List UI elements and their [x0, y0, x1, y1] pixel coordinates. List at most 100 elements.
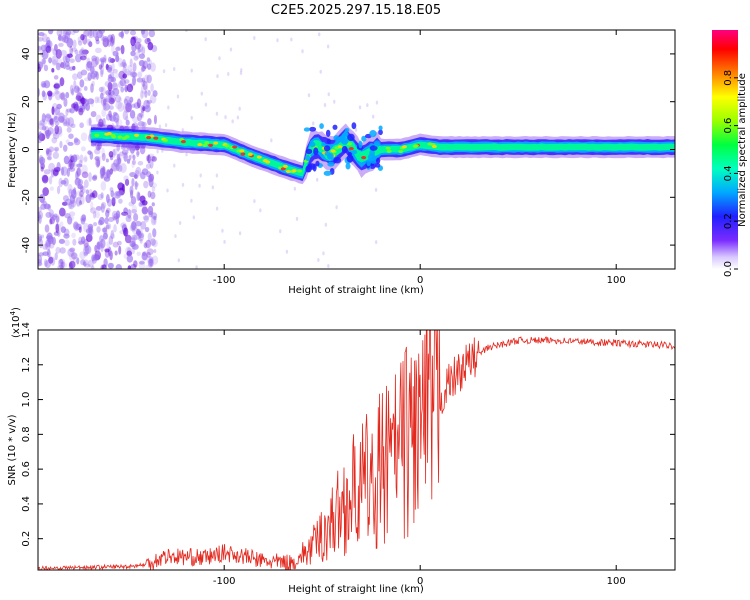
snr-y-tick-label: 0.6: [21, 461, 32, 477]
spectrogram-noise-cell: [73, 137, 79, 143]
spectrogram-noise-cell: [110, 190, 115, 198]
spectrogram-noise-cell: [63, 121, 70, 126]
spectrogram-noise-cell: [144, 226, 150, 233]
spectrogram-noise-cell: [108, 97, 115, 105]
spectrogram-turbulent-cell: [376, 157, 381, 164]
spectrogram-noise-cell: [64, 239, 70, 247]
spectrogram-noise-cell: [253, 199, 256, 204]
spectrogram-noise-cell: [114, 73, 120, 79]
spectrogram-noise-cell: [293, 186, 297, 191]
spectrogram-noise-cell: [215, 111, 219, 116]
spectrogram-noise-cell: [81, 171, 89, 179]
spectrogram-noise-cell: [96, 241, 101, 250]
spectrogram-noise-cell: [315, 177, 319, 182]
spectrogram-noise-cell: [240, 68, 243, 73]
spectrogram-noise-cell: [40, 118, 48, 127]
spectrogram-noise-cell: [96, 144, 101, 151]
spectrogram-peak-cell: [330, 149, 336, 153]
spectrogram-turbulent-cell: [345, 162, 351, 170]
spectrogram-noise-cell: [319, 69, 322, 74]
spectrogram-noise-cell: [115, 100, 122, 110]
spectrogram-noise-cell: [44, 260, 51, 269]
spectrogram-noise-cell: [47, 156, 52, 161]
spectrogram-noise-cell: [49, 218, 53, 225]
spectrogram-noise-cell: [72, 30, 80, 34]
spectrogram-noise-cell: [72, 73, 78, 81]
spectrogram-noise-cell: [123, 152, 128, 162]
spectrogram-turbulent-cell: [351, 122, 357, 130]
spectrogram-noise-cell: [90, 83, 94, 93]
snr-y-tick-label: 1.0: [21, 392, 32, 408]
spectrogram-noise-cell: [190, 198, 193, 203]
spectrogram-noise-cell: [151, 202, 155, 207]
spectrogram-noise-cell: [102, 117, 106, 127]
spectrogram-noise-cell: [94, 148, 101, 155]
spectrogram-noise-cell: [78, 95, 82, 105]
spectrogram-noise-cell: [96, 241, 103, 250]
spectrogram-noise-cell: [129, 71, 137, 78]
spectrogram-noise-cell: [276, 38, 279, 43]
spectrogram-noise-cell: [114, 190, 122, 199]
spectrogram-noise-cell: [80, 34, 85, 41]
spectrogram-peak-cell: [297, 169, 303, 173]
spectrogram-noise-cell: [69, 58, 75, 64]
spectrogram-noise-cell: [123, 98, 128, 103]
spectrogram-noise-cell: [42, 59, 46, 67]
spectrogram-peak-cell: [401, 145, 407, 149]
spectrogram-noise-cell: [78, 193, 83, 199]
spectrogram-noise-cell: [130, 263, 137, 269]
spectrogram-noise-cell: [43, 259, 48, 267]
spectrogram-noise-cell: [96, 30, 103, 39]
spectrogram-noise-cell: [83, 251, 88, 257]
spectrogram-noise-cell: [90, 70, 98, 78]
spectrogram-noise-cell: [71, 88, 75, 96]
spectrogram-noise-cell: [39, 193, 46, 203]
spectrogram-noise-cell: [43, 64, 49, 72]
spectrogram-turbulent-cell: [361, 135, 367, 142]
spectrogram-peak-cell: [412, 144, 418, 148]
spectrogram-noise-cell: [143, 242, 148, 249]
spectrogram-peak-cell: [204, 141, 210, 145]
spectrogram-noise-cell: [131, 236, 136, 247]
spectrogram-noise-cell: [120, 30, 124, 39]
spectrogram-noise-cell: [149, 155, 156, 162]
spectrogram-turbulent-cell: [323, 170, 332, 176]
spectrogram-noise-cell: [137, 71, 143, 78]
spectrogram-noise-cell: [104, 98, 111, 103]
snr-y-tick-label: 0.4: [21, 496, 32, 512]
spectrogram-noise-cell: [139, 53, 146, 59]
spectrogram-noise-cell: [75, 95, 82, 101]
spectrogram-noise-cell: [124, 234, 132, 244]
spectrogram-noise-cell: [53, 83, 59, 89]
spectrogram-noise-cell: [39, 159, 44, 167]
spectrogram-turbulent-cell: [315, 160, 320, 167]
spectrogram-noise-cell: [118, 57, 123, 68]
spectrogram-noise-cell: [41, 58, 47, 65]
spectrogram-noise-cell: [100, 264, 105, 269]
spectrogram-noise-cell: [112, 241, 119, 248]
spectrogram-noise-cell: [91, 265, 95, 269]
spectrogram-noise-cell: [146, 99, 153, 104]
snr-x-tick-label: 100: [607, 576, 626, 587]
spectrogram-noise-cell: [131, 160, 135, 169]
spectrogram-peak-cell: [361, 155, 367, 160]
spectrogram-noise-cell: [77, 36, 82, 43]
spectrogram-noise-cell: [140, 66, 145, 73]
spectrogram-noise-cell: [69, 66, 76, 72]
spectrogram-noise-cell: [295, 216, 299, 221]
spectrogram-noise-cell: [109, 187, 114, 193]
spectrogram-noise-cell: [72, 187, 77, 195]
spectrogram-noise-cell: [107, 56, 112, 63]
spectrogram-noise-cell: [100, 65, 105, 76]
spectrogram-noise-cell: [106, 66, 113, 73]
spectrogram-noise-cell: [62, 118, 68, 127]
spectrogram-noise-cell: [115, 52, 119, 63]
spectrogram-noise-cell: [181, 182, 185, 187]
spectrogram-peak-cell: [398, 149, 404, 154]
spectrogram-noise-cell: [72, 238, 77, 246]
spectrogram-noise-cell: [98, 216, 105, 225]
spectrogram-noise-cell: [327, 264, 330, 269]
spectrogram-noise-cell: [76, 167, 81, 178]
spectrogram-noise-cell: [103, 102, 110, 111]
spectrogram-noise-cell: [259, 208, 262, 213]
